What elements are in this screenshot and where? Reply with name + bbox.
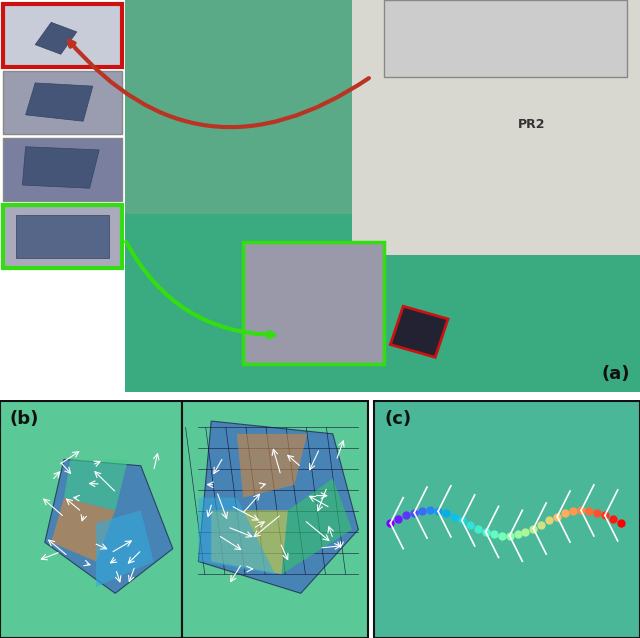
Polygon shape	[211, 510, 288, 574]
Polygon shape	[45, 459, 173, 593]
FancyBboxPatch shape	[243, 242, 384, 364]
Polygon shape	[51, 498, 115, 561]
FancyBboxPatch shape	[0, 395, 640, 400]
Polygon shape	[198, 498, 275, 574]
Polygon shape	[390, 306, 448, 357]
FancyBboxPatch shape	[3, 138, 122, 201]
FancyBboxPatch shape	[125, 214, 640, 392]
Polygon shape	[35, 22, 77, 54]
FancyBboxPatch shape	[3, 205, 122, 268]
FancyBboxPatch shape	[16, 215, 109, 258]
Text: (c): (c)	[384, 410, 411, 427]
FancyBboxPatch shape	[3, 4, 122, 67]
Polygon shape	[384, 0, 627, 77]
Polygon shape	[64, 459, 128, 510]
FancyBboxPatch shape	[125, 0, 640, 392]
Text: (a): (a)	[602, 365, 630, 383]
Polygon shape	[237, 434, 307, 498]
Polygon shape	[198, 421, 358, 593]
FancyBboxPatch shape	[0, 401, 182, 638]
Polygon shape	[282, 478, 352, 574]
FancyBboxPatch shape	[374, 401, 640, 638]
FancyBboxPatch shape	[352, 0, 640, 255]
Text: PR2: PR2	[518, 117, 545, 131]
Polygon shape	[96, 510, 154, 587]
FancyBboxPatch shape	[3, 71, 122, 134]
FancyBboxPatch shape	[182, 401, 368, 638]
Polygon shape	[26, 83, 93, 121]
Text: (b): (b)	[10, 410, 39, 427]
Polygon shape	[22, 147, 99, 188]
